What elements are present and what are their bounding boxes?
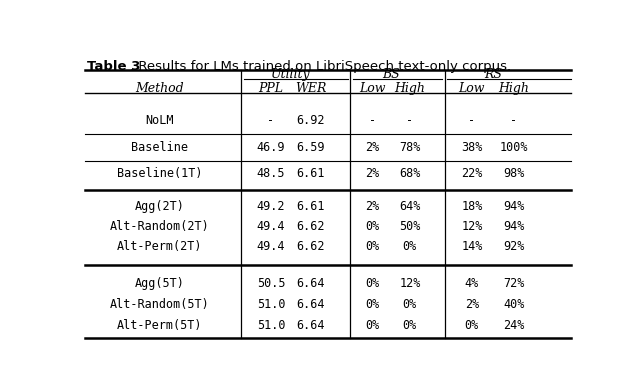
Text: 0%: 0% (365, 240, 380, 253)
Text: 72%: 72% (503, 277, 525, 290)
Text: 0%: 0% (465, 319, 479, 332)
Text: 94%: 94% (503, 200, 525, 212)
Text: 50%: 50% (399, 220, 420, 233)
Text: 6.61: 6.61 (296, 200, 325, 212)
Text: 2%: 2% (465, 298, 479, 311)
Text: 18%: 18% (461, 200, 483, 212)
Text: BS: BS (382, 68, 400, 81)
Text: 12%: 12% (461, 220, 483, 233)
Text: 2%: 2% (365, 168, 380, 180)
Text: 6.61: 6.61 (296, 168, 325, 180)
Text: 49.4: 49.4 (257, 220, 285, 233)
Text: 24%: 24% (503, 319, 525, 332)
Text: 0%: 0% (403, 240, 417, 253)
Text: Baseline(1T): Baseline(1T) (116, 168, 202, 180)
Text: High: High (394, 82, 425, 95)
Text: 98%: 98% (503, 168, 525, 180)
Text: 0%: 0% (365, 277, 380, 290)
Text: 94%: 94% (503, 220, 525, 233)
Text: 51.0: 51.0 (257, 298, 285, 311)
Text: . Results for LMs trained on LibriSpeech text-only corpus.: . Results for LMs trained on LibriSpeech… (129, 60, 511, 73)
Text: PPL: PPL (259, 82, 284, 95)
Text: RS: RS (484, 68, 502, 81)
Text: 78%: 78% (399, 140, 420, 154)
Text: 6.92: 6.92 (296, 114, 325, 126)
Text: Utility: Utility (271, 68, 310, 81)
Text: 0%: 0% (365, 319, 380, 332)
Text: 0%: 0% (403, 298, 417, 311)
Text: 51.0: 51.0 (257, 319, 285, 332)
Text: NoLM: NoLM (145, 114, 173, 126)
Text: High: High (499, 82, 529, 95)
Text: 49.2: 49.2 (257, 200, 285, 212)
Text: -: - (406, 114, 413, 126)
Text: 0%: 0% (365, 220, 380, 233)
Text: -: - (369, 114, 376, 126)
Text: 64%: 64% (399, 200, 420, 212)
Text: 68%: 68% (399, 168, 420, 180)
Text: 6.64: 6.64 (296, 319, 325, 332)
Text: 46.9: 46.9 (257, 140, 285, 154)
Text: 40%: 40% (503, 298, 525, 311)
Text: Low: Low (360, 82, 386, 95)
Text: 6.64: 6.64 (296, 298, 325, 311)
Text: -: - (511, 114, 518, 126)
Text: 6.64: 6.64 (296, 277, 325, 290)
Text: 0%: 0% (365, 298, 380, 311)
Text: Agg(5T): Agg(5T) (134, 277, 184, 290)
Text: Table 3: Table 3 (88, 60, 141, 73)
Text: 22%: 22% (461, 168, 483, 180)
Text: 14%: 14% (461, 240, 483, 253)
Text: 4%: 4% (465, 277, 479, 290)
Text: Alt-Perm(2T): Alt-Perm(2T) (116, 240, 202, 253)
Text: 0%: 0% (403, 319, 417, 332)
Text: 6.62: 6.62 (296, 240, 325, 253)
Text: 2%: 2% (365, 200, 380, 212)
Text: 100%: 100% (500, 140, 528, 154)
Text: 38%: 38% (461, 140, 483, 154)
Text: Method: Method (135, 82, 184, 95)
Text: Alt-Random(5T): Alt-Random(5T) (109, 298, 209, 311)
Text: WER: WER (295, 82, 326, 95)
Text: Low: Low (459, 82, 485, 95)
Text: 6.62: 6.62 (296, 220, 325, 233)
Text: 92%: 92% (503, 240, 525, 253)
Text: Baseline: Baseline (131, 140, 188, 154)
Text: 6.59: 6.59 (296, 140, 325, 154)
Text: Agg(2T): Agg(2T) (134, 200, 184, 212)
Text: 49.4: 49.4 (257, 240, 285, 253)
Text: 2%: 2% (365, 140, 380, 154)
Text: 12%: 12% (399, 277, 420, 290)
Text: -: - (468, 114, 476, 126)
Text: Alt-Random(2T): Alt-Random(2T) (109, 220, 209, 233)
Text: 50.5: 50.5 (257, 277, 285, 290)
Text: -: - (268, 114, 275, 126)
Text: 48.5: 48.5 (257, 168, 285, 180)
Text: Alt-Perm(5T): Alt-Perm(5T) (116, 319, 202, 332)
